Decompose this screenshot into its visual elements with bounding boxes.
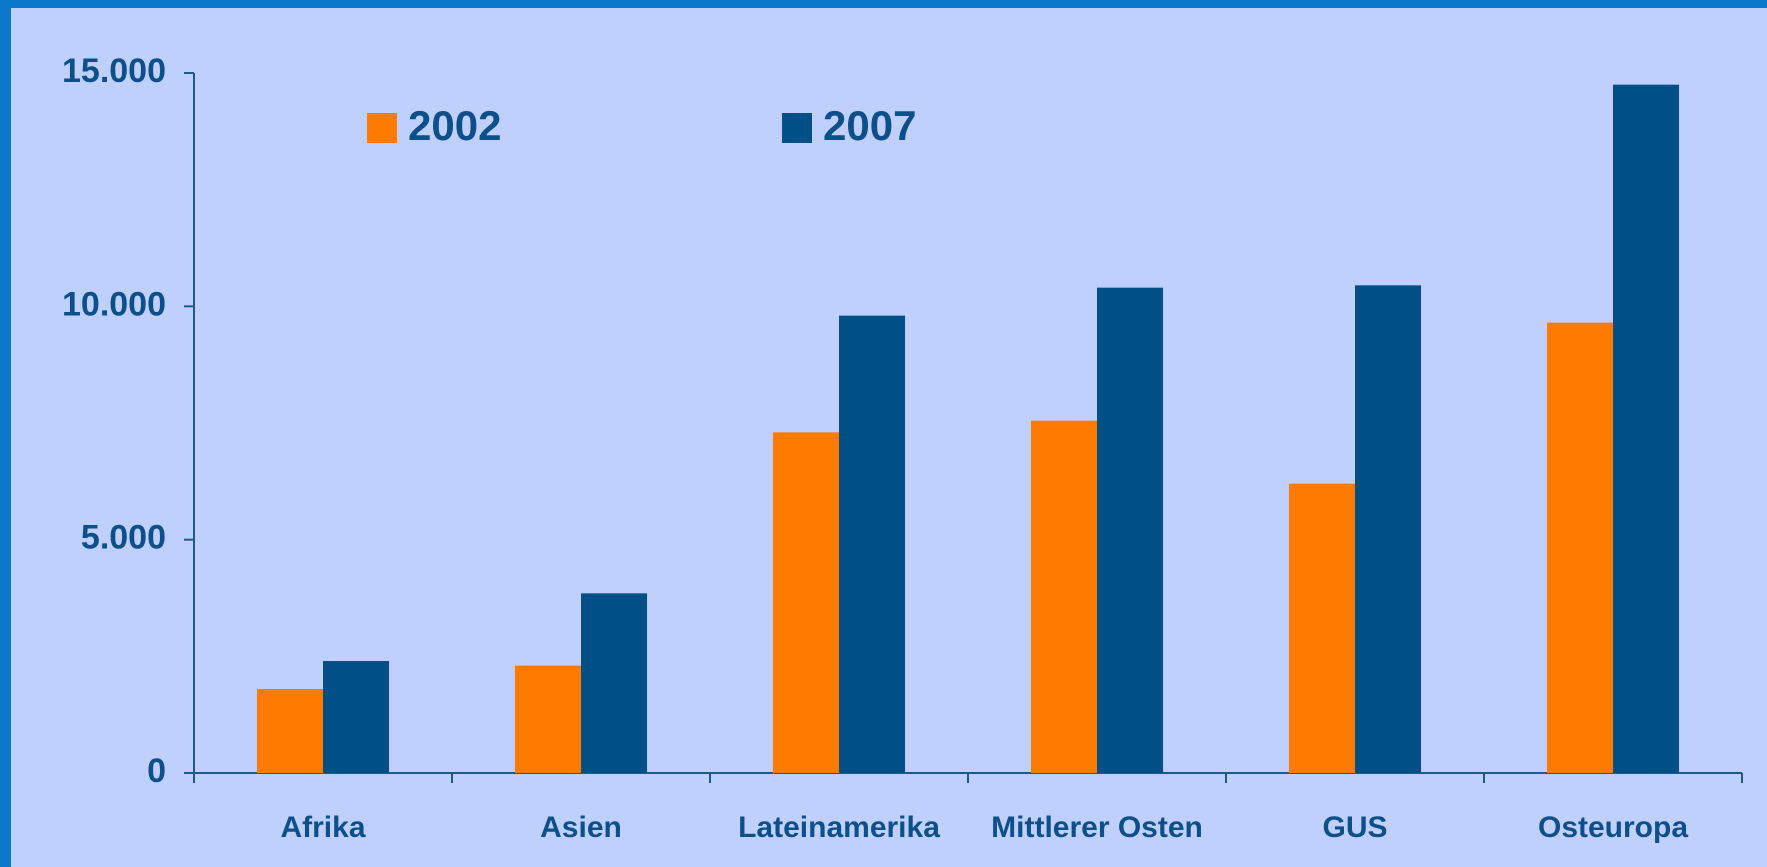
bar [1546, 322, 1613, 773]
x-tick-label: Asien [540, 811, 622, 844]
legend-label: 2002 [408, 102, 501, 149]
x-tick-label: Mittlerer Osten [991, 811, 1203, 844]
y-tick-label: 15.000 [62, 52, 166, 90]
bar [1355, 285, 1422, 773]
y-tick-label: 5.000 [81, 519, 166, 557]
bar [1288, 483, 1355, 773]
bar [323, 661, 390, 773]
y-tick-label: 10.000 [62, 285, 166, 323]
x-tick-label: GUS [1322, 811, 1387, 844]
legend-label: 2007 [823, 102, 916, 149]
bar [839, 315, 906, 773]
legend-swatch [367, 113, 397, 143]
bar [581, 593, 648, 773]
bar [1097, 287, 1164, 773]
bar [514, 665, 581, 773]
x-tick-label: Lateinamerika [738, 811, 940, 844]
bar [772, 432, 839, 773]
bar [256, 689, 323, 773]
legend-swatch [782, 113, 812, 143]
bar [1030, 420, 1097, 773]
bar [1613, 84, 1680, 773]
x-tick-label: Osteuropa [1538, 811, 1688, 844]
x-tick-label: Afrika [280, 811, 365, 844]
y-tick-label: 0 [147, 752, 166, 790]
